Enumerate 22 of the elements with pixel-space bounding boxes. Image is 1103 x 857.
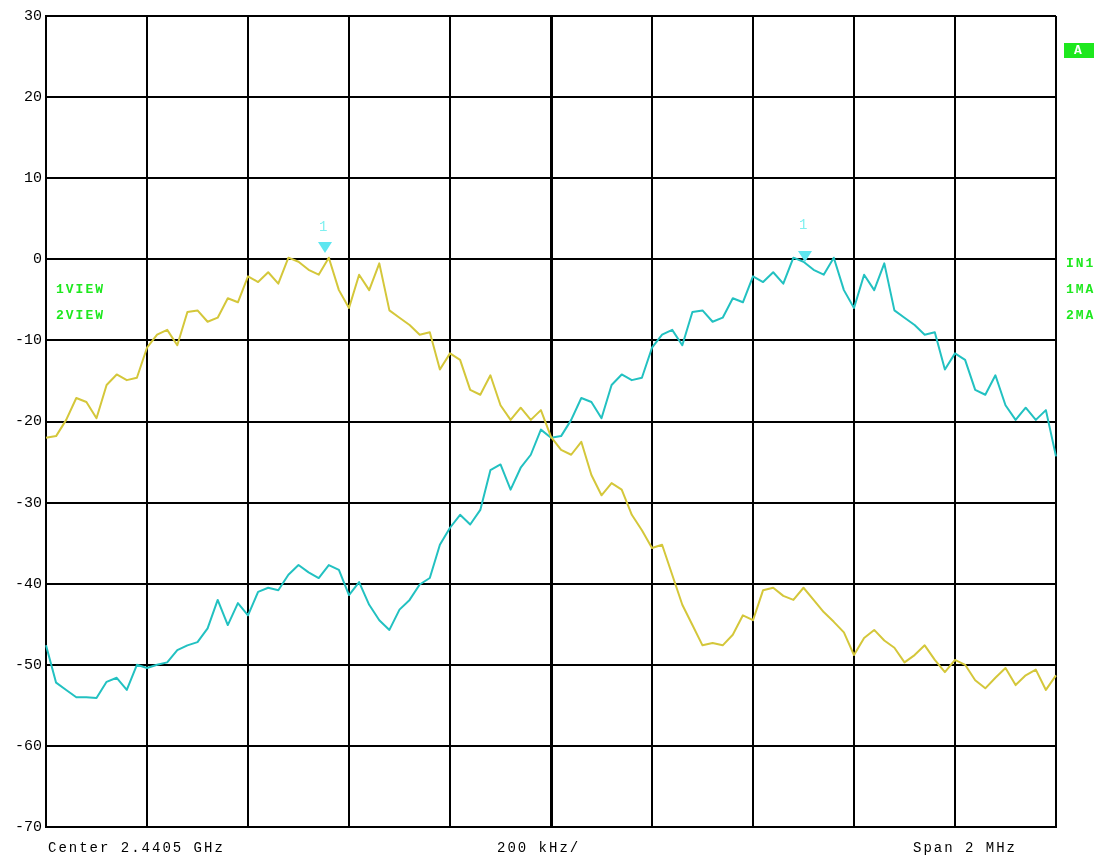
text: 2MA xyxy=(1066,308,1096,323)
annotation: 1VIEW xyxy=(56,282,106,297)
text: Center 2.4405 GHz xyxy=(48,840,225,856)
y-tick-label: 10 xyxy=(23,170,42,188)
y-tick-label: 20 xyxy=(23,89,42,107)
annotation: 2VIEW xyxy=(56,308,106,323)
text: 200 kHz/ xyxy=(497,840,581,856)
y-tick-label: -10 xyxy=(14,332,42,350)
text: IN1 xyxy=(1066,256,1096,271)
y-tick-label: -50 xyxy=(14,656,42,674)
y-tick-label: -20 xyxy=(14,413,42,431)
y-tick-label: 30 xyxy=(23,7,42,25)
text: 1MA xyxy=(1066,282,1096,297)
text: A xyxy=(1064,43,1094,58)
text: Span 2 MHz xyxy=(913,840,1018,856)
y-tick-label: -60 xyxy=(14,737,42,755)
annotation: 1 xyxy=(319,219,330,235)
y-tick-label: -30 xyxy=(14,494,42,512)
y-tick-label: -70 xyxy=(14,818,42,836)
y-tick-label: -40 xyxy=(14,575,42,593)
annotation: 1 xyxy=(799,217,810,233)
y-tick-label: 0 xyxy=(32,251,42,269)
